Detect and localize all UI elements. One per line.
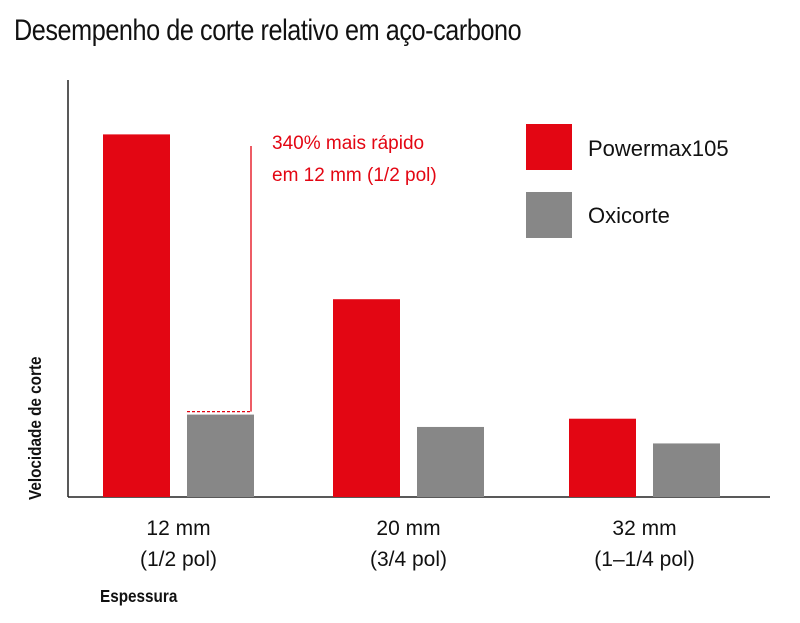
bar-powermax105-0 <box>103 134 170 498</box>
bar-powermax105-1 <box>333 299 400 497</box>
legend-label-powermax105: Powermax105 <box>588 136 729 161</box>
y-axis-label: Velocidade de corte <box>25 356 45 500</box>
legend-swatch-oxicorte <box>526 192 572 238</box>
x-tick-label-1-line-2: (3/4 pol) <box>370 548 447 571</box>
bar-oxicorte-2 <box>653 443 720 497</box>
legend-swatch-powermax105 <box>526 124 572 170</box>
x-tick-label-0-line-2: (1/2 pol) <box>140 548 217 571</box>
annotation-text-line-1: 340% mais rápido <box>272 133 424 154</box>
x-axis-label: Espessura <box>100 586 178 606</box>
annotation: 340% mais rápido em 12 mm (1/2 pol) <box>187 133 437 413</box>
bars-group <box>103 134 720 498</box>
chart-title: Desempenho de corte relativo em aço-carb… <box>14 14 522 47</box>
x-tick-label-2-line-1: 32 mm <box>612 517 676 540</box>
bar-powermax105-2 <box>569 418 636 497</box>
legend-label-oxicorte: Oxicorte <box>588 203 670 228</box>
legend: Powermax105 Oxicorte <box>526 124 729 238</box>
annotation-text-line-2: em 12 mm (1/2 pol) <box>272 165 437 186</box>
x-tick-label-1-line-1: 20 mm <box>376 517 440 540</box>
x-tick-label-2-line-2: (1–1/4 pol) <box>594 548 694 571</box>
bar-oxicorte-1 <box>417 426 484 497</box>
x-tick-labels: 12 mm (1/2 pol) 20 mm (3/4 pol) 32 mm (1–1/4 … <box>140 517 695 571</box>
x-tick-label-0-line-1: 12 mm <box>146 517 210 540</box>
bar-oxicorte-0 <box>187 414 254 497</box>
